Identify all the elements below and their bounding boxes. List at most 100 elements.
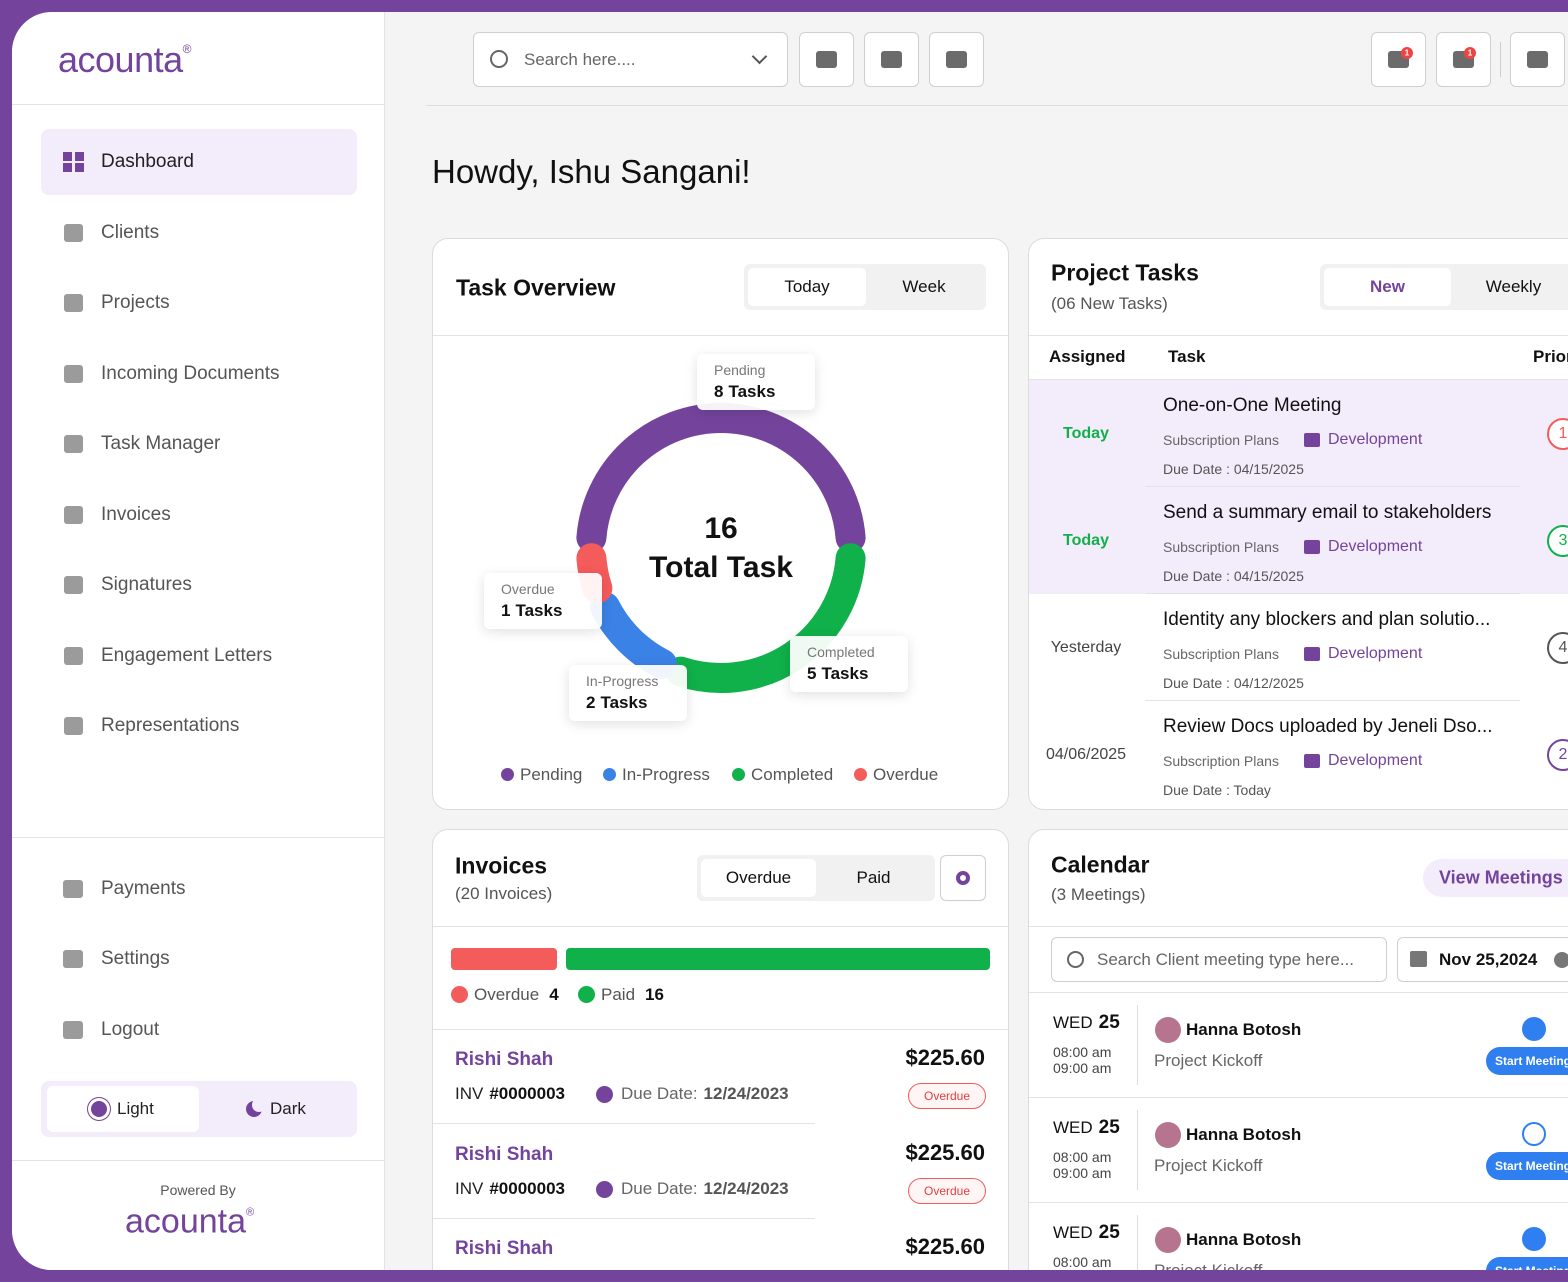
client-name[interactable]: Rishi Shah — [455, 1049, 554, 1070]
nav-item[interactable]: Incoming Documents — [101, 362, 280, 384]
divider — [426, 105, 1568, 106]
card-subtitle: (3 Meetings) — [1051, 885, 1146, 904]
nav-item[interactable]: Task Manager — [101, 433, 221, 454]
task-due: Due Date : 04/15/2025 — [1163, 568, 1304, 584]
divider — [1145, 700, 1520, 701]
label: Due Date: — [621, 1084, 698, 1103]
event-end: 09:00 am — [1053, 1060, 1112, 1076]
nav-item[interactable]: Payments — [101, 878, 186, 899]
theme-option[interactable]: Light — [117, 1099, 154, 1118]
nav-icon — [64, 505, 83, 524]
card-title: Task Overview — [456, 274, 616, 301]
badge-bg — [1464, 47, 1476, 59]
badge: 1 — [1404, 48, 1410, 58]
tab[interactable]: Paid — [856, 868, 891, 887]
row-highlight — [1029, 380, 1568, 487]
tooltip — [484, 573, 602, 629]
nav-item[interactable]: Signatures — [101, 574, 192, 595]
card-title: Invoices — [455, 852, 548, 879]
tab[interactable]: Today — [784, 277, 830, 296]
divider — [1029, 379, 1568, 380]
divider — [1145, 486, 1520, 487]
badge: 1 — [1467, 48, 1473, 58]
invoice-number: INV #0000003 — [455, 1084, 565, 1104]
task-title[interactable]: Identity any blockers and plan solutio..… — [1163, 609, 1491, 630]
divider — [1029, 926, 1568, 927]
status: Overdue — [923, 1089, 971, 1103]
column-header: Task — [1168, 347, 1206, 366]
value: 1 — [501, 601, 511, 620]
legend-item: Overdue 4 — [474, 985, 559, 1005]
tab[interactable]: New — [1370, 277, 1405, 296]
event-title: Project Kickoff — [1154, 1051, 1263, 1070]
nav-item[interactable]: Representations — [101, 715, 240, 736]
search-box[interactable] — [1051, 937, 1387, 982]
badge-bg — [1401, 47, 1413, 59]
card-title: Calendar — [1051, 851, 1150, 878]
icon-glyph — [946, 51, 967, 68]
nav-icon — [64, 294, 83, 312]
search-box[interactable] — [473, 32, 788, 87]
nav-item[interactable]: Logout — [101, 1018, 160, 1040]
donut-total: 16 — [704, 512, 738, 545]
invoice-number: INV #0000003 — [455, 1179, 565, 1199]
assigned: Today — [1063, 425, 1109, 442]
tooltip — [569, 665, 687, 721]
clock-icon — [596, 1180, 613, 1198]
task-plan: Subscription Plans — [1163, 753, 1279, 769]
legend-dot — [732, 768, 745, 781]
start-meeting-button[interactable] — [1486, 1257, 1568, 1270]
theme-option[interactable]: Dark — [270, 1099, 306, 1118]
nav-item[interactable]: Clients — [101, 221, 160, 243]
date: 25 — [1098, 1117, 1120, 1138]
value: 8 — [714, 382, 724, 401]
nav-icon — [63, 1020, 83, 1039]
legend-item: Paid 16 — [601, 985, 664, 1005]
unit: Tasks — [515, 601, 563, 620]
start-meeting: Start Meeting — [1495, 1054, 1568, 1068]
calendar-icon — [1410, 951, 1427, 967]
nav-item[interactable]: Settings — [101, 948, 170, 970]
tooltip — [790, 636, 908, 692]
unit: Tasks — [600, 693, 648, 712]
priority: 2 — [1558, 746, 1568, 763]
nav-icon — [64, 646, 83, 665]
tooltip-name: Completed — [807, 644, 875, 660]
nav-item[interactable]: Engagement Letters — [101, 644, 273, 666]
nav-item[interactable]: Invoices — [101, 503, 171, 525]
start-meeting: Start Meeting — [1495, 1159, 1568, 1173]
tab[interactable]: Weekly — [1485, 277, 1542, 296]
task-due: Due Date : 04/12/2025 — [1163, 675, 1304, 691]
start-meeting-button[interactable] — [1486, 1152, 1568, 1180]
tooltip-name: Overdue — [501, 581, 555, 597]
task-title[interactable]: Send a summary email to stakeholders — [1163, 502, 1492, 523]
divider — [433, 1029, 1008, 1030]
task-title[interactable]: Review Docs uploaded by Jeneli Dso... — [1163, 716, 1493, 737]
nav-icon — [63, 152, 72, 161]
due-date: Due Date: 12/24/2023 — [621, 1179, 789, 1199]
tab[interactable]: Week — [902, 277, 946, 296]
nav-item[interactable]: Dashboard — [101, 151, 194, 172]
date: 25 — [1098, 1222, 1120, 1243]
search-icon — [490, 50, 508, 68]
divider — [12, 837, 385, 838]
divider — [1029, 1202, 1568, 1203]
tab[interactable]: Overdue — [725, 868, 792, 887]
tooltip — [697, 354, 815, 410]
day: WED — [1053, 1013, 1093, 1032]
task-title[interactable]: One-on-One Meeting — [1163, 395, 1342, 416]
amount: $225.60 — [905, 1045, 985, 1070]
client-name[interactable]: Rishi Shah — [455, 1238, 554, 1259]
nav-active-bg — [41, 129, 357, 195]
priority-circle — [1547, 525, 1568, 557]
divider — [12, 104, 385, 105]
logo-text: acounta — [125, 1202, 246, 1241]
bag-icon — [1304, 754, 1320, 768]
client-name[interactable]: Rishi Shah — [455, 1143, 554, 1165]
assigned: 04/06/2025 — [1045, 746, 1127, 763]
start-meeting-button[interactable] — [1486, 1047, 1568, 1075]
client-name: Hanna Botosh — [1186, 1020, 1302, 1039]
view-meetings-button[interactable] — [1423, 859, 1568, 897]
value: #0000003 — [489, 1084, 565, 1103]
nav-item[interactable]: Projects — [101, 292, 170, 313]
